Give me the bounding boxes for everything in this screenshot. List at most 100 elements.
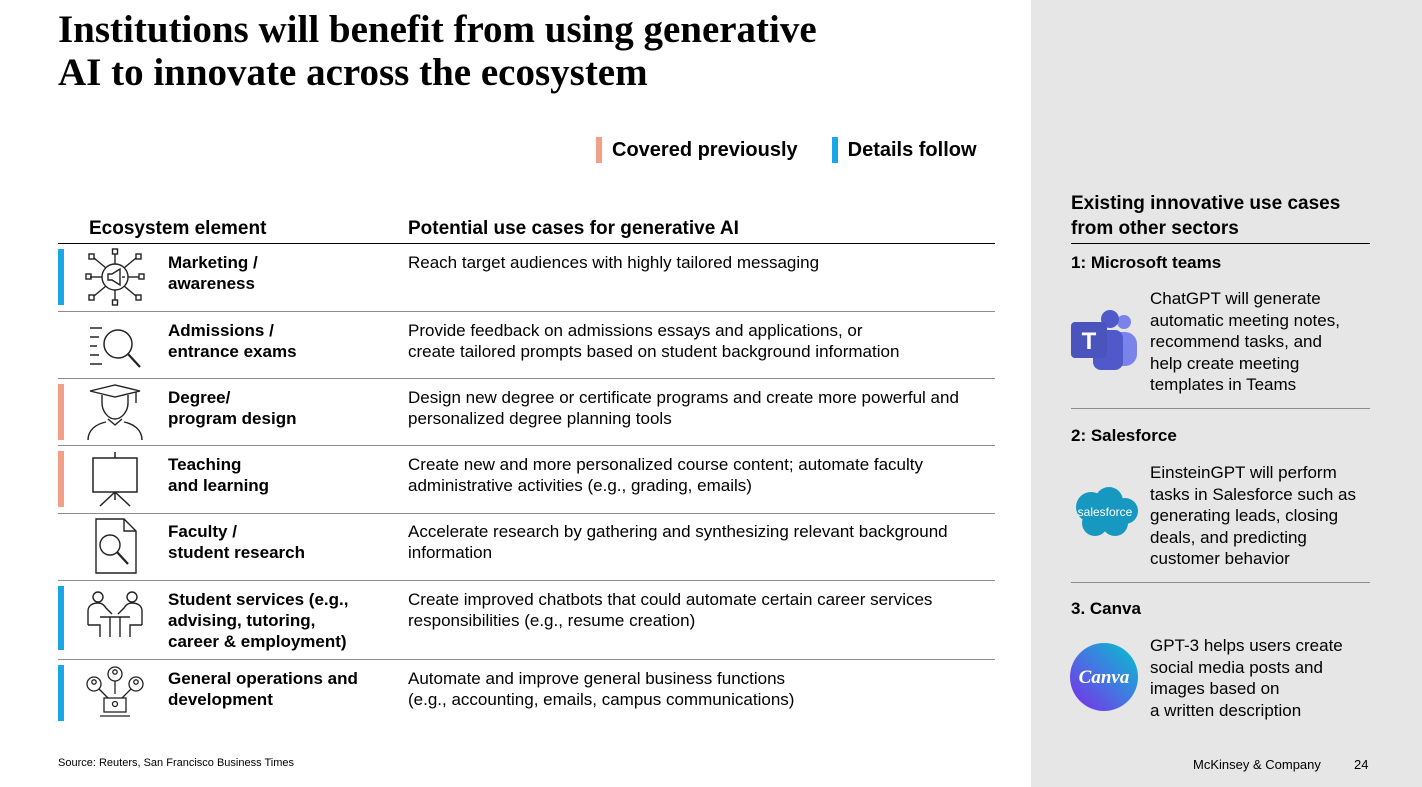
row-label-line: Faculty / [168,522,237,541]
easel-icon [84,450,146,508]
row-divider [58,311,995,312]
row-use-line: (e.g., accounting, emails, campus commun… [408,690,795,709]
row-divider [58,378,995,379]
title-line-2: AI to innovate across the ecosystem [58,51,648,94]
row-use-line: Provide feedback on admissions essays an… [408,321,863,340]
row-label-line: Degree/ [168,388,231,407]
page-number: 24 [1354,757,1369,772]
case-title: 1: Microsoft teams [1071,253,1222,272]
legend: Covered previously Details follow [596,137,977,163]
sidebar-title-line: Existing innovative use cases [1071,193,1341,214]
row-use-line: Design new degree or certificate program… [408,388,959,407]
case-desc-line: GPT-3 helps users create [1150,636,1343,655]
sidebar-divider [1071,243,1370,244]
microsoft-teams-icon: T [1069,306,1139,376]
legend-details: Details follow [831,137,977,163]
canva-logo-text: Canva [1079,667,1130,688]
case-description: ChatGPT will generate automatic meeting … [1150,288,1380,396]
case-desc-line: images based on [1150,679,1280,698]
table-row: Faculty / student research Accelerate re… [58,513,998,581]
column-header-element: Ecosystem element [89,218,267,239]
table-row: Marketing / awareness Reach target audie… [58,244,998,312]
row-label-line: Student services (e.g., [168,590,349,609]
row-label-line: development [168,690,273,709]
row-label-line: career & employment) [168,632,347,651]
salesforce-logo-text: salesforce [1078,505,1133,519]
row-use-case: Automate and improve general business fu… [408,668,998,710]
legend-details-swatch [831,137,838,163]
row-label-line: General operations and [168,669,358,688]
row-use-case: Create improved chatbots that could auto… [408,589,998,631]
row-use-case: Reach target audiences with highly tailo… [408,252,998,273]
row-use-line: information [408,543,493,562]
row-label-line: Admissions / [168,321,274,340]
row-use-line: administrative activities (e.g., grading… [408,476,752,495]
header-divider [58,243,995,244]
case-desc-line: help create meeting [1150,353,1300,373]
row-label: General operations and development [168,668,388,710]
megaphone-network-icon [84,248,146,306]
legend-details-label: Details follow [847,138,977,161]
case-title: 2: Salesforce [1071,426,1177,445]
canva-icon: Canva [1069,642,1139,712]
table-row: Student services (e.g., advising, tutori… [58,581,998,660]
case-desc-line: deals, and predicting [1150,527,1307,547]
row-label: Degree/ program design [168,387,388,429]
org-network-icon [84,664,146,722]
table-row: Degree/ program design Design new degree… [58,379,995,446]
details-follow-marker [58,665,64,721]
row-label-line: Marketing / [168,253,258,272]
row-label: Marketing / awareness [168,252,388,294]
case-title: 3. Canva [1071,599,1141,618]
row-label-line: student research [168,543,305,562]
row-label-line: program design [168,409,297,428]
row-label-line: and learning [168,476,270,495]
table-row: Teaching and learning Create new and mor… [58,446,998,514]
row-label-line: entrance exams [168,342,297,361]
row-use-case: Create new and more personalized course … [408,454,998,496]
row-use-line: responsibilities (e.g., resume creation) [408,611,696,630]
meeting-icon [84,585,146,643]
teams-logo-text: T [1082,328,1097,355]
legend-covered: Covered previously [596,137,798,163]
source-note: Source: Reuters, San Francisco Business … [58,757,294,769]
column-header-use-cases: Potential use cases for generative AI [408,218,739,239]
legend-covered-swatch [596,137,602,163]
row-use-line: Automate and improve general business fu… [408,669,786,688]
row-use-line: Create new and more personalized course … [408,455,924,474]
row-label-line: awareness [168,274,255,293]
row-divider [58,580,995,581]
sidebar-divider [1071,582,1370,583]
row-divider [58,513,995,514]
footer-brand: McKinsey & Company [1193,757,1321,772]
title-line-1: Institutions will benefit from using gen… [58,8,817,51]
case-desc-line: customer behavior [1150,549,1290,568]
covered-previously-marker [58,384,64,440]
document-search-icon [84,517,146,575]
row-label: Student services (e.g., advising, tutori… [168,589,388,652]
case-desc-line: templates in Teams [1150,375,1297,394]
case-desc-line: a written description [1150,700,1302,720]
sidebar-panel: Existing innovative use cases from other… [1031,0,1422,787]
details-follow-marker [58,586,64,650]
sidebar-title: Existing innovative use cases from other… [1071,191,1391,241]
row-label: Faculty / student research [168,521,388,563]
covered-previously-marker [58,451,64,507]
case-desc-line: ChatGPT will generate [1150,289,1321,308]
details-follow-marker [58,249,64,305]
row-use-case: Design new degree or certificate program… [408,387,998,429]
row-label-line: Teaching [168,455,242,474]
row-use-case: Provide feedback on admissions essays an… [408,320,998,362]
row-use-line: create tailored prompts based on student… [408,342,900,361]
legend-covered-label: Covered previously [612,138,798,161]
case-description: EinsteinGPT will perform tasks in Salesf… [1150,462,1380,570]
case-desc-line: recommend tasks, and [1150,332,1322,351]
case-desc-line: generating leads, closing [1150,506,1339,525]
row-use-line: Accelerate research by gathering and syn… [408,522,948,541]
row-label: Teaching and learning [168,454,388,496]
row-divider [58,445,995,446]
row-use-case: Accelerate research by gathering and syn… [408,521,998,563]
row-label: Admissions / entrance exams [168,320,388,362]
case-desc-line: automatic meeting notes, [1150,310,1340,330]
table-row: Admissions / entrance exams Provide feed… [58,312,995,379]
